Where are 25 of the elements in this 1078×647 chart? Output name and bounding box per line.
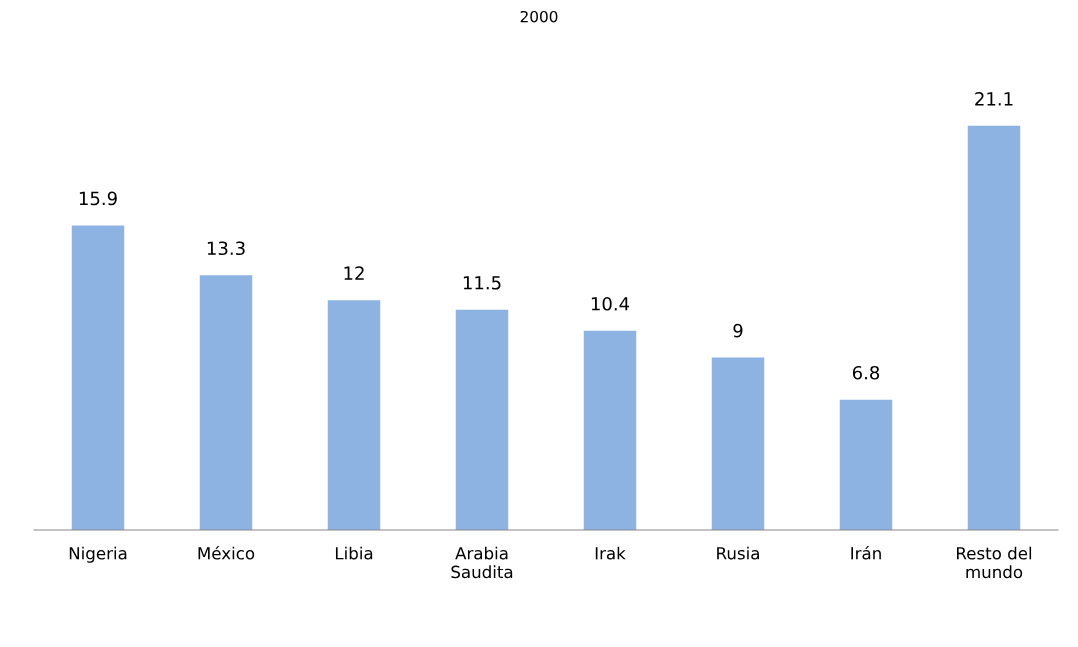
- bar: [711, 357, 765, 530]
- data-label: 9: [733, 323, 743, 338]
- data-label: 11.5: [463, 276, 501, 290]
- bar: [455, 309, 509, 530]
- data-label: 10.4: [591, 296, 630, 311]
- x-tick-label: Irak: [595, 546, 626, 560]
- chart-title: 2000: [520, 10, 558, 23]
- bar: [967, 125, 1021, 530]
- x-tick-label: Rusia: [717, 546, 759, 560]
- bar: [199, 275, 253, 530]
- bar: [839, 399, 893, 530]
- x-tick-label: Nigeria: [69, 546, 127, 563]
- x-tick-label: Resto del mundo: [957, 546, 1032, 579]
- x-tick-label: Arabia Saudita: [451, 546, 513, 579]
- bar: [583, 330, 637, 530]
- bar: [71, 225, 125, 530]
- data-label: 6.8: [852, 365, 880, 380]
- x-tick-label: México: [198, 546, 255, 560]
- data-label: 13.3: [207, 241, 245, 256]
- data-label: 21.1: [975, 92, 1013, 106]
- bar: [327, 300, 381, 530]
- x-tick-label: Libia: [335, 546, 373, 560]
- data-label: 12: [344, 266, 364, 280]
- data-label: 15.9: [79, 191, 117, 206]
- x-tick-label: Irán: [851, 546, 881, 560]
